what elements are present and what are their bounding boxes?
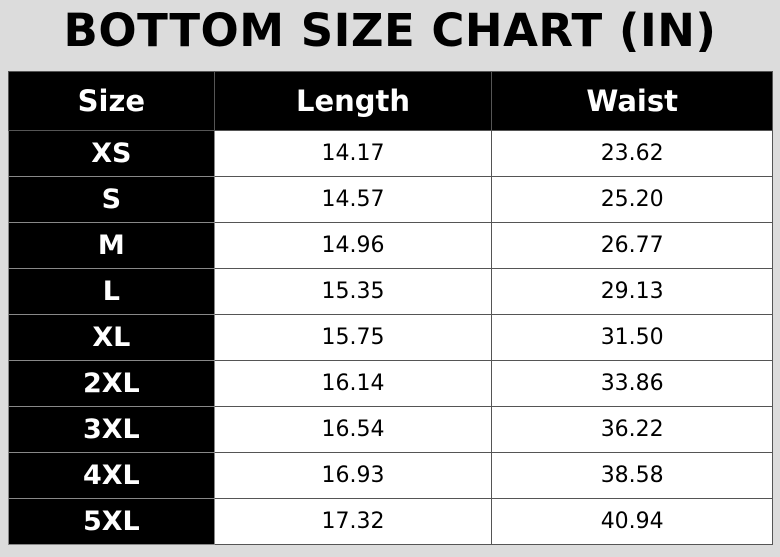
cell-size: 2XL: [8, 360, 215, 407]
cell-waist: 36.22: [491, 406, 773, 453]
cell-waist: 26.77: [491, 222, 773, 269]
table-row: 4XL 16.93 38.58: [8, 452, 773, 499]
cell-size: 4XL: [8, 452, 215, 499]
header-waist: Waist: [491, 71, 773, 131]
cell-length: 15.35: [213, 268, 493, 315]
table-row: S 14.57 25.20: [8, 176, 773, 223]
cell-size: XS: [8, 130, 215, 177]
table-row: M 14.96 26.77: [8, 222, 773, 269]
cell-length: 14.17: [213, 130, 493, 177]
cell-length: 15.75: [213, 314, 493, 361]
table-row: 5XL 17.32 40.94: [8, 498, 773, 545]
cell-length: 14.57: [213, 176, 493, 223]
cell-size: 5XL: [8, 498, 215, 545]
cell-length: 16.93: [213, 452, 493, 499]
table-row: XS 14.17 23.62: [8, 130, 773, 177]
cell-size: S: [8, 176, 215, 223]
header-length: Length: [213, 71, 493, 131]
cell-length: 16.54: [213, 406, 493, 453]
cell-waist: 31.50: [491, 314, 773, 361]
header-row: Size Length Waist: [8, 71, 773, 131]
cell-length: 17.32: [213, 498, 493, 545]
cell-waist: 25.20: [491, 176, 773, 223]
cell-length: 14.96: [213, 222, 493, 269]
table-row: 3XL 16.54 36.22: [8, 406, 773, 453]
cell-size: L: [8, 268, 215, 315]
cell-size: M: [8, 222, 215, 269]
cell-size: 3XL: [8, 406, 215, 453]
table-row: 2XL 16.14 33.86: [8, 360, 773, 407]
header-size: Size: [8, 71, 215, 131]
cell-waist: 38.58: [491, 452, 773, 499]
cell-waist: 40.94: [491, 498, 773, 545]
cell-waist: 29.13: [491, 268, 773, 315]
cell-waist: 23.62: [491, 130, 773, 177]
table-row: XL 15.75 31.50: [8, 314, 773, 361]
cell-size: XL: [8, 314, 215, 361]
page-title: BOTTOM SIZE CHART (IN): [63, 4, 717, 57]
size-chart-table: Size Length Waist XS 14.17 23.62 S 14.57 25.2…: [8, 71, 773, 545]
cell-waist: 33.86: [491, 360, 773, 407]
cell-length: 16.14: [213, 360, 493, 407]
table-row: L 15.35 29.13: [8, 268, 773, 315]
